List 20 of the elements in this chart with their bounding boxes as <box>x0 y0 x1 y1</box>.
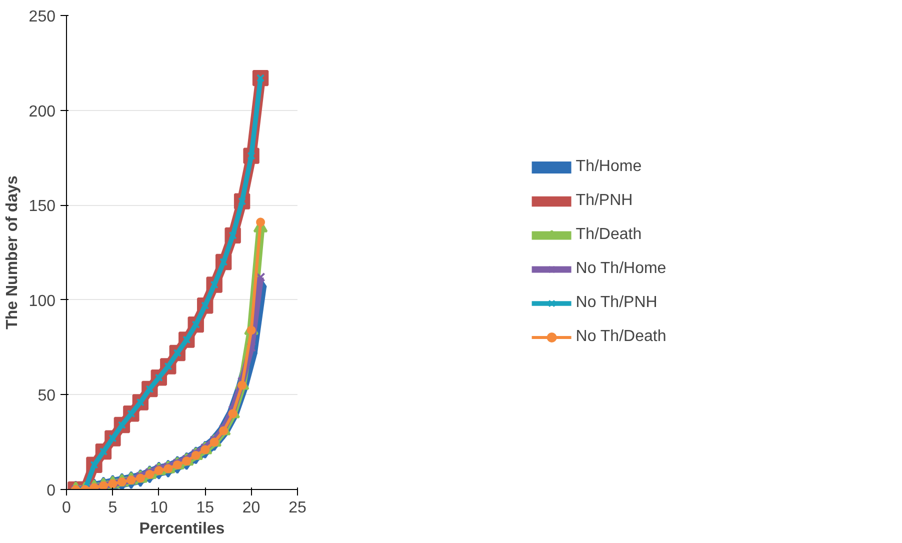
y-tick-label: 150 <box>28 198 56 216</box>
x-tick-label: 10 <box>150 500 168 516</box>
x-tick-label: 20 <box>242 500 260 516</box>
y-tick-label: 100 <box>28 292 56 310</box>
y-tick-label: 200 <box>28 103 56 120</box>
legend-label: No Th/PNH <box>576 294 658 312</box>
x-tick-label: 0 <box>62 500 72 516</box>
y-tick-label: 250 <box>28 8 56 26</box>
legend-label: Th/PNH <box>576 192 633 210</box>
x-tick-label: 15 <box>196 500 214 516</box>
y-tick-label: 0 <box>46 482 56 500</box>
y-tick-label: 50 <box>38 388 56 405</box>
legend-label: Th/Death <box>576 226 642 244</box>
legend-label: No Th/Home <box>576 260 666 278</box>
legend-label: No Th/Death <box>576 328 666 346</box>
legend-label: Th/Home <box>576 158 642 176</box>
x-tick-label: 5 <box>108 500 118 516</box>
y-axis-title: The Number of days <box>4 175 21 330</box>
x-axis-title: Percentiles <box>139 520 225 538</box>
x-tick-label: 25 <box>288 500 306 516</box>
